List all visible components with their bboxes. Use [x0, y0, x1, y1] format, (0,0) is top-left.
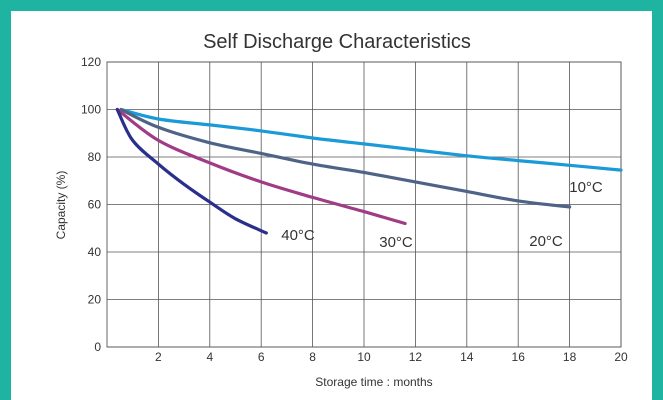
y-tick-label: 60	[88, 198, 102, 212]
x-tick-label: 10	[357, 350, 371, 364]
y-tick-label: 20	[88, 293, 102, 307]
y-tick-label: 120	[81, 55, 101, 69]
series-label: 20°C	[529, 233, 563, 250]
x-tick-label: 16	[512, 350, 526, 364]
x-tick-label: 12	[409, 350, 423, 364]
series-label: 10°C	[569, 179, 603, 196]
x-tick-label: 4	[206, 350, 213, 364]
tick-labels: 2 4 6 8 10 12 14 16 18 20 0 20 40 60 80 100 120	[81, 55, 628, 364]
x-tick-label: 8	[309, 350, 316, 364]
chart-title: Self Discharge Characteristics	[203, 31, 471, 53]
y-tick-label: 40	[88, 245, 102, 259]
x-tick-label: 14	[460, 350, 474, 364]
x-tick-label: 18	[563, 350, 577, 364]
y-tick-label: 80	[88, 150, 102, 164]
x-axis-label: Storage time : months	[315, 375, 432, 389]
series-line	[119, 107, 623, 172]
series-line	[115, 107, 268, 235]
x-tick-label: 2	[155, 350, 162, 364]
grid	[106, 61, 622, 348]
series-label: 30°C	[379, 234, 413, 251]
series-labels: 10°C 20°C 30°C 40°C	[281, 179, 603, 251]
series-label: 40°C	[281, 227, 315, 244]
y-axis-label: Capacity (%)	[54, 171, 68, 240]
x-tick-label: 20	[614, 350, 628, 364]
series-line	[119, 107, 572, 209]
y-tick-label: 0	[94, 340, 101, 354]
x-tick-label: 6	[258, 350, 265, 364]
series-line	[115, 107, 407, 226]
y-tick-label: 100	[81, 103, 101, 117]
series-lines	[115, 107, 623, 235]
